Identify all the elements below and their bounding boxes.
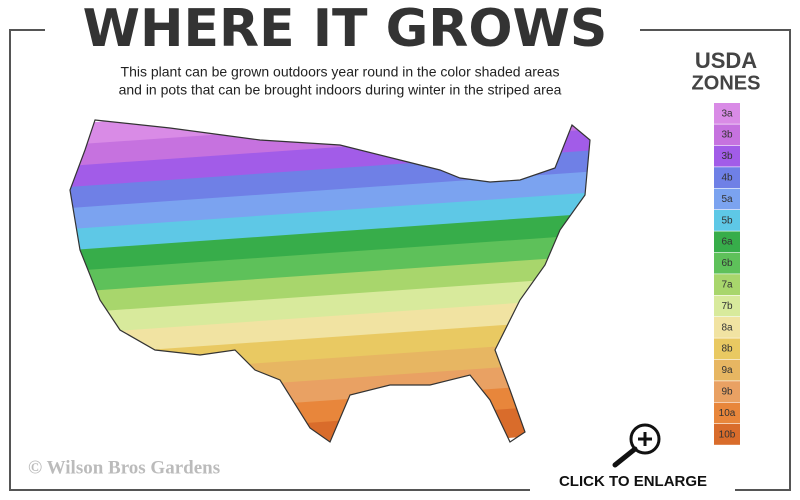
legend-swatch <box>714 317 740 338</box>
legend-swatch <box>714 424 740 445</box>
frame <box>9 29 791 491</box>
legend-swatch <box>714 295 740 317</box>
legend-label: 10b <box>719 429 736 440</box>
legend-swatch <box>714 231 740 253</box>
legend-label: 8a <box>721 322 733 333</box>
legend-label: 6a <box>721 237 733 248</box>
legend-title: USDA <box>695 48 757 73</box>
legend-label: 3b <box>721 151 733 162</box>
legend-label: 8b <box>721 344 733 355</box>
legend-swatch <box>714 167 740 188</box>
legend-swatch <box>714 402 740 424</box>
legend-label: 6b <box>721 258 733 269</box>
legend-title: ZONES <box>692 72 761 94</box>
legend-label: 5b <box>721 215 733 226</box>
legend-swatch <box>714 188 740 210</box>
legend-label: 10a <box>719 408 736 419</box>
legend-swatch <box>714 145 740 167</box>
legend-label: 9b <box>721 387 733 398</box>
button-label[interactable]: CLICK TO ENLARGE <box>559 473 707 490</box>
legend-swatch <box>714 359 740 381</box>
title: WHERE IT GROWS <box>83 0 608 59</box>
legend-swatch <box>714 252 740 274</box>
legend-label: 7b <box>721 301 733 312</box>
legend-swatch <box>714 274 740 295</box>
legend-swatch <box>714 210 740 231</box>
subtitle: This plant can be grown outdoors year ro… <box>121 64 560 80</box>
legend-swatch <box>714 103 740 124</box>
legend-label: 4b <box>721 173 733 184</box>
legend-swatch <box>714 338 740 360</box>
us-outline <box>69 119 591 443</box>
legend-label: 7a <box>721 280 733 291</box>
legend-label: 3b <box>721 130 733 141</box>
enlarge-button[interactable]: CLICK TO ENLARGE <box>559 423 707 490</box>
legend-label: 3a <box>721 108 733 119</box>
watermark: © Wilson Bros Gardens <box>28 457 220 478</box>
legend-swatch <box>714 124 740 146</box>
legend-swatch <box>714 381 740 402</box>
legend-label: 5a <box>721 194 733 205</box>
legend: 3a 3b 3b 4b 5a 5b 6a 6b 7a 7b 8a 8b 9a 9b 10a 10b <box>714 103 740 445</box>
zone-map <box>70 120 590 442</box>
subtitle: and in pots that can be brought indoors … <box>119 82 562 98</box>
legend-label: 9a <box>721 365 733 376</box>
